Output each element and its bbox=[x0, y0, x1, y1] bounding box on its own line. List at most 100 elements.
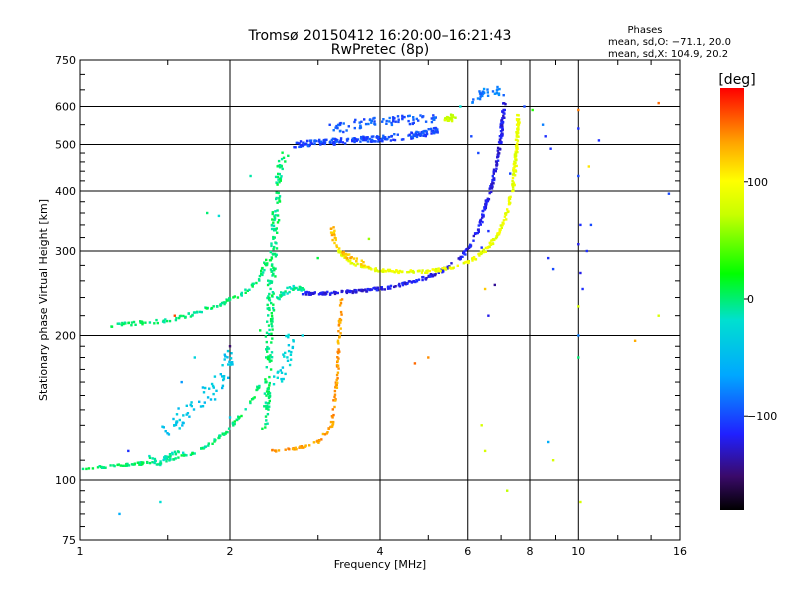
data-point bbox=[240, 294, 243, 297]
data-point bbox=[350, 262, 354, 265]
data-point bbox=[452, 266, 455, 269]
data-point bbox=[496, 159, 500, 162]
data-point bbox=[174, 318, 178, 322]
data-point bbox=[345, 129, 348, 132]
data-point bbox=[270, 301, 273, 305]
data-point bbox=[180, 380, 183, 384]
data-point bbox=[244, 408, 247, 411]
data-point bbox=[266, 350, 269, 353]
y-tick-label: 400 bbox=[55, 185, 76, 198]
data-point bbox=[504, 213, 508, 216]
data-point bbox=[289, 353, 293, 356]
data-point bbox=[292, 288, 295, 291]
data-point bbox=[264, 401, 268, 404]
data-point bbox=[431, 131, 435, 134]
data-point bbox=[392, 138, 395, 141]
data-point bbox=[121, 464, 125, 467]
data-point bbox=[203, 446, 206, 449]
data-point bbox=[449, 113, 453, 116]
data-point bbox=[263, 392, 267, 395]
data-point bbox=[219, 303, 223, 306]
data-point bbox=[358, 121, 361, 124]
data-point bbox=[272, 306, 275, 310]
data-point bbox=[336, 339, 340, 342]
data-point bbox=[346, 137, 350, 141]
data-point bbox=[336, 364, 340, 367]
data-point bbox=[430, 117, 433, 120]
data-point bbox=[267, 332, 271, 336]
data-point bbox=[138, 463, 141, 466]
data-point bbox=[415, 279, 418, 282]
data-point bbox=[228, 416, 232, 419]
data-point bbox=[331, 137, 335, 140]
data-point bbox=[501, 117, 504, 120]
data-point bbox=[274, 449, 277, 452]
data-point bbox=[204, 386, 207, 390]
data-point bbox=[372, 287, 375, 290]
data-point bbox=[503, 108, 506, 112]
data-point bbox=[349, 262, 352, 265]
data-point bbox=[331, 416, 334, 419]
data-point bbox=[486, 91, 489, 94]
data-point bbox=[373, 268, 376, 271]
data-point bbox=[272, 266, 275, 269]
data-point bbox=[273, 218, 276, 222]
data-point bbox=[587, 165, 590, 168]
data-point bbox=[523, 105, 526, 108]
data-point bbox=[274, 210, 277, 213]
data-point bbox=[376, 286, 379, 289]
data-point bbox=[215, 305, 219, 308]
data-point bbox=[267, 392, 270, 396]
data-point bbox=[503, 112, 506, 115]
data-point bbox=[481, 213, 484, 216]
data-point bbox=[334, 399, 337, 402]
data-point bbox=[417, 119, 420, 122]
data-point bbox=[361, 137, 364, 140]
data-point bbox=[168, 453, 172, 456]
data-point bbox=[285, 334, 288, 338]
data-point bbox=[496, 149, 499, 152]
data-point bbox=[270, 314, 274, 318]
data-point bbox=[288, 290, 291, 294]
data-point bbox=[332, 230, 336, 234]
data-point bbox=[419, 114, 422, 117]
data-point bbox=[271, 325, 274, 328]
data-point bbox=[334, 238, 337, 242]
data-point bbox=[338, 320, 341, 324]
data-point bbox=[472, 234, 475, 238]
data-point bbox=[132, 320, 136, 324]
data-point bbox=[299, 145, 303, 148]
data-point bbox=[350, 256, 353, 259]
data-point bbox=[226, 349, 230, 353]
data-point bbox=[124, 464, 127, 467]
data-point bbox=[171, 451, 174, 455]
data-point bbox=[189, 453, 193, 456]
data-point bbox=[144, 321, 147, 324]
data-point bbox=[244, 288, 247, 291]
data-point bbox=[421, 278, 424, 282]
data-point bbox=[577, 243, 580, 246]
data-point bbox=[478, 254, 481, 257]
data-point bbox=[501, 121, 505, 124]
data-point bbox=[506, 210, 509, 214]
data-point bbox=[156, 321, 159, 325]
data-point bbox=[380, 137, 383, 141]
data-point bbox=[498, 135, 502, 138]
data-point bbox=[164, 456, 167, 459]
data-point bbox=[268, 282, 271, 285]
data-point bbox=[422, 275, 425, 279]
data-point bbox=[353, 137, 357, 140]
data-point bbox=[228, 345, 232, 348]
data-point bbox=[289, 358, 293, 361]
data-point bbox=[333, 405, 336, 409]
data-point bbox=[271, 317, 274, 320]
data-point bbox=[211, 442, 214, 445]
data-point bbox=[392, 120, 395, 123]
data-point bbox=[249, 401, 252, 405]
data-point bbox=[272, 221, 275, 224]
data-point bbox=[277, 172, 280, 176]
data-point bbox=[271, 269, 274, 273]
data-point bbox=[481, 209, 484, 213]
data-point bbox=[272, 303, 275, 306]
data-point bbox=[509, 172, 512, 175]
